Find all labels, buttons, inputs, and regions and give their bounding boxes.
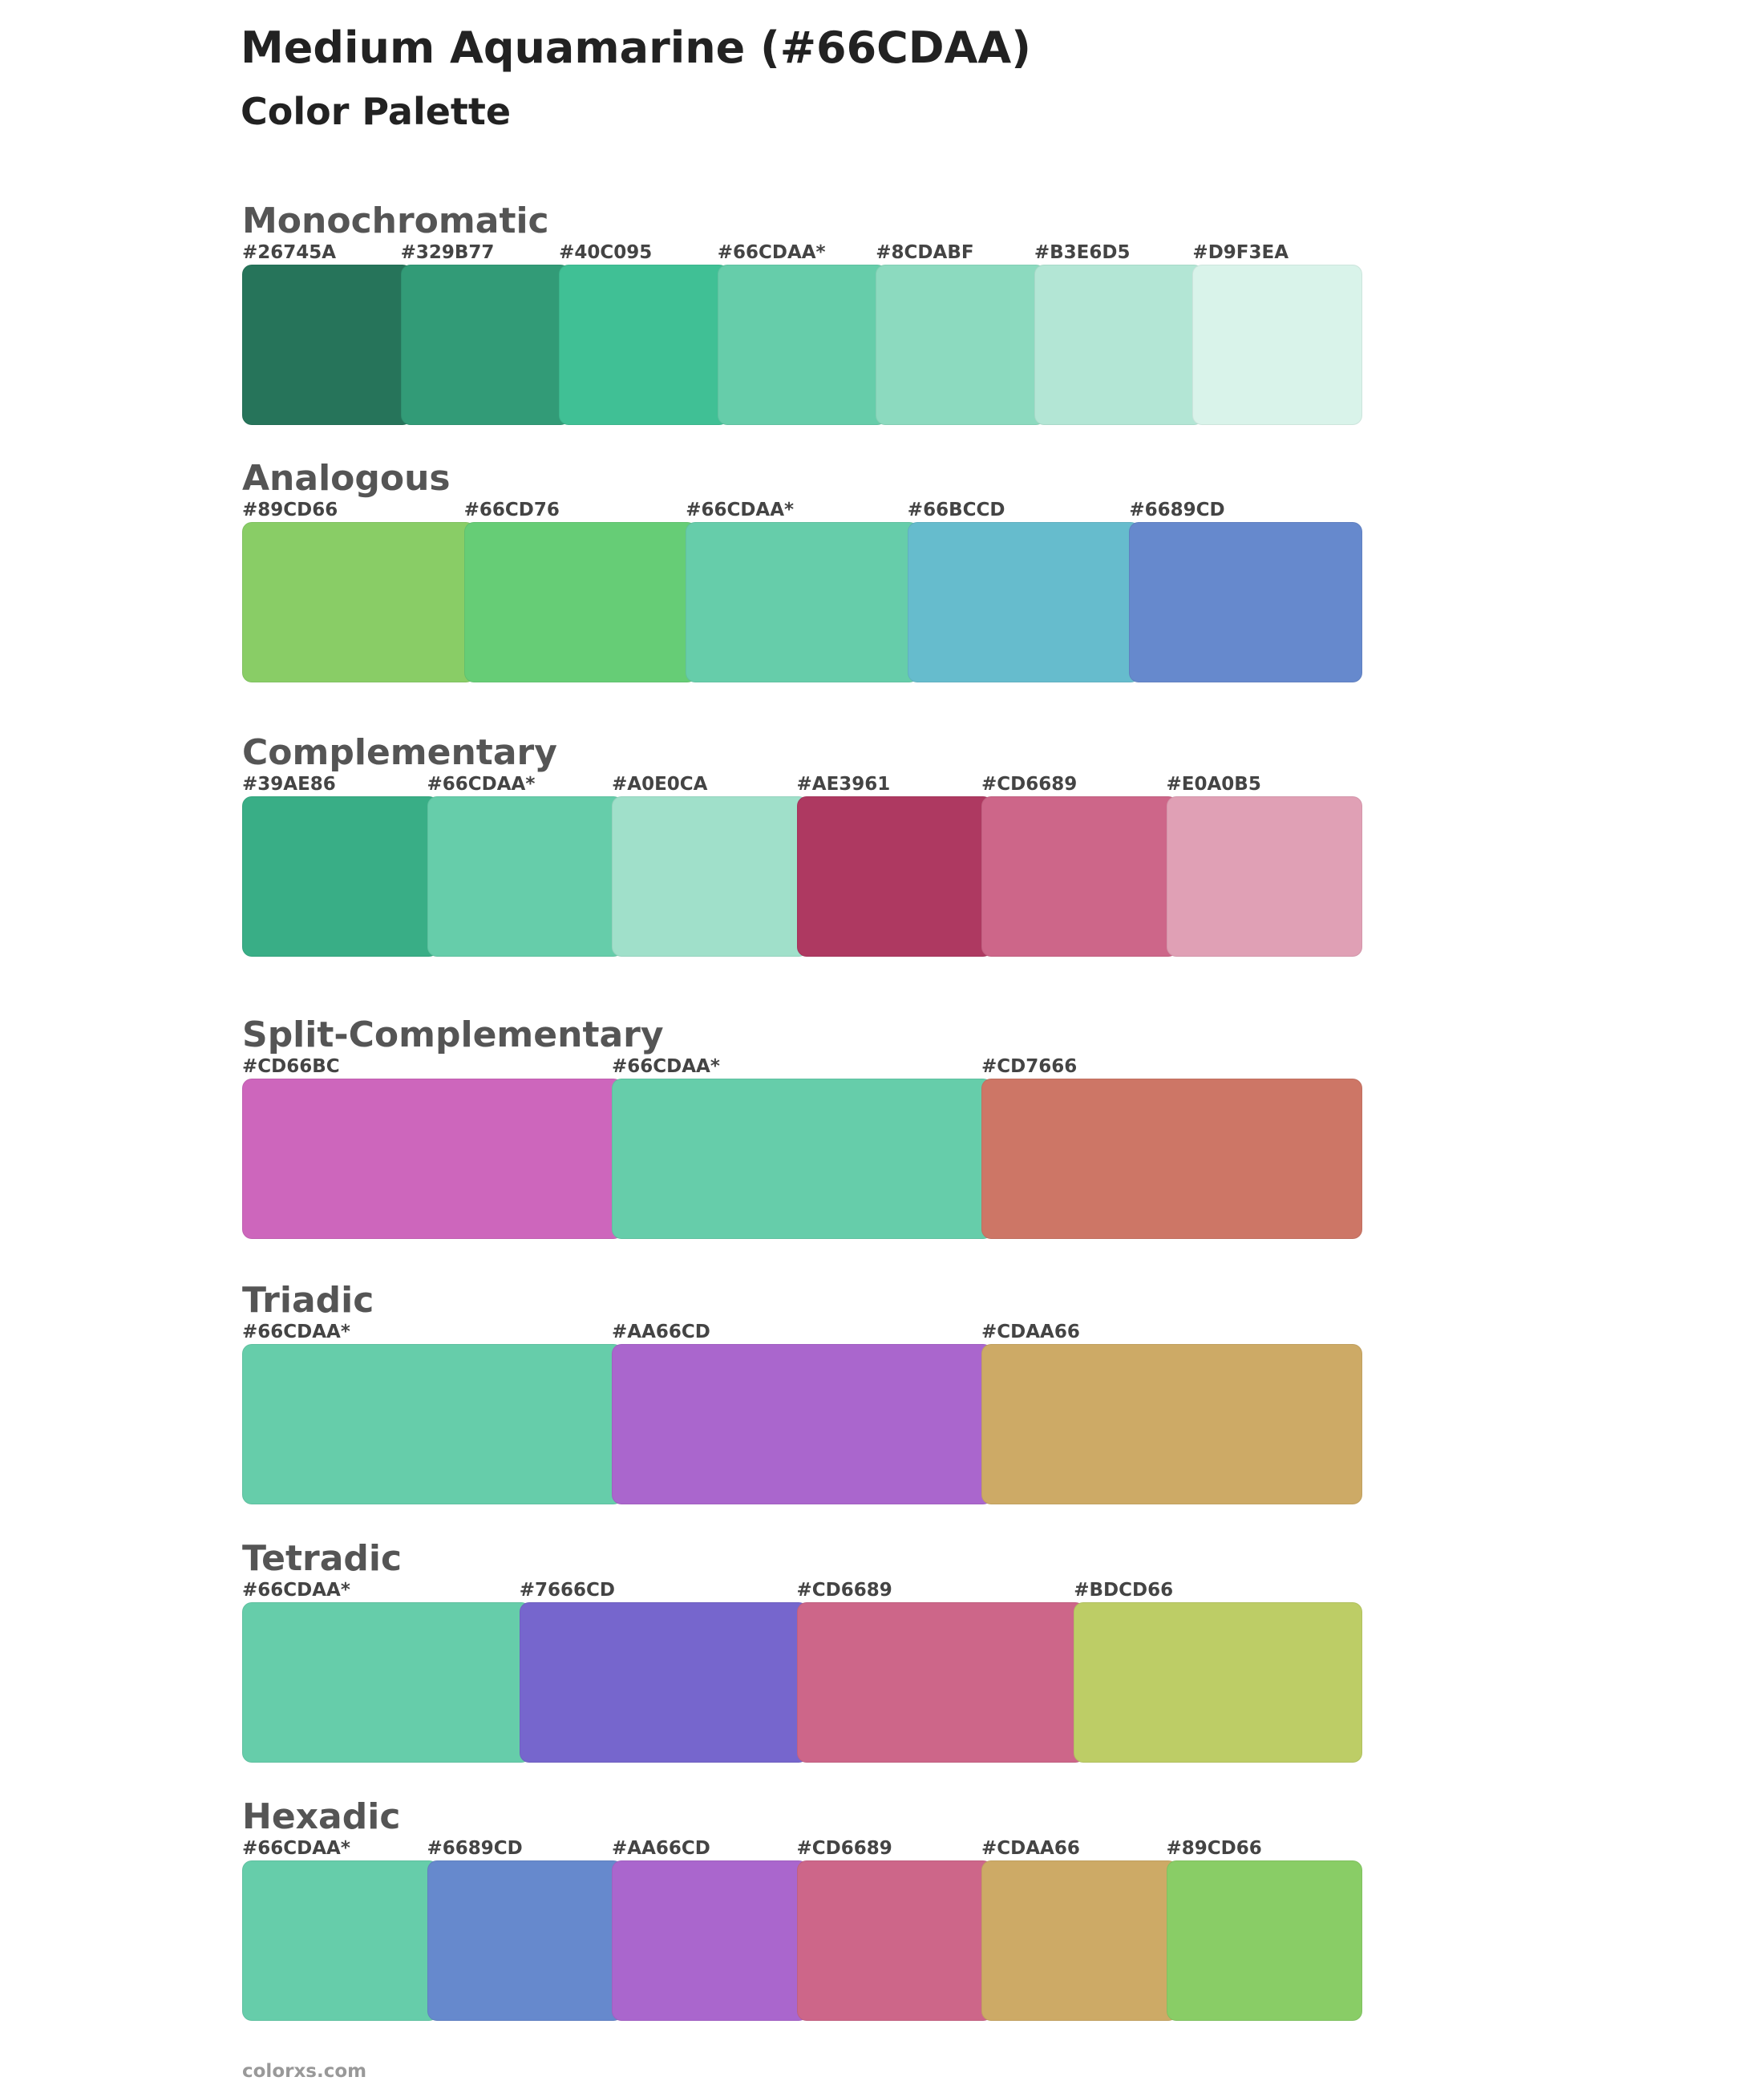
hex-label: #66CDAA* [427, 774, 536, 795]
hex-label: #39AE86 [242, 774, 336, 795]
color-swatch [796, 1860, 993, 2021]
color-swatch [519, 1602, 808, 1763]
hex-label: #66CDAA* [717, 242, 826, 263]
section-heading: Hexadic [242, 1796, 401, 1837]
hex-label: #AA66CD [612, 1322, 710, 1342]
hex-label: #40C095 [559, 242, 653, 263]
hex-label: #AA66CD [612, 1838, 710, 1859]
hex-label: #66CDAA* [612, 1056, 720, 1077]
color-swatch [463, 522, 698, 682]
hex-label: #A0E0CA [612, 774, 708, 795]
hex-label: #CDAA66 [981, 1322, 1080, 1342]
title: Medium Aquamarine (#66CDAA) [241, 22, 1031, 73]
color-swatch [796, 796, 993, 957]
hex-label: #CD6689 [796, 1580, 892, 1601]
hex-label: #CD66BC [242, 1056, 340, 1077]
section-heading: Split-Complementary [242, 1014, 664, 1055]
color-swatch [400, 265, 571, 425]
hex-label: #66CDAA* [242, 1322, 350, 1342]
color-swatch [612, 1079, 993, 1239]
hex-label: #AE3961 [796, 774, 891, 795]
hex-label: #BDCD66 [1074, 1580, 1174, 1601]
subtitle: Color Palette [241, 90, 512, 133]
hex-label: #CD6689 [796, 1838, 892, 1859]
color-swatch [242, 1860, 439, 2021]
color-swatch [242, 1344, 623, 1504]
hex-label: #66CDAA* [686, 500, 795, 520]
color-swatch [1166, 796, 1362, 957]
color-swatch [686, 522, 919, 682]
color-swatch [981, 1079, 1362, 1239]
color-swatch [242, 265, 412, 425]
hex-label: #66BCCD [907, 500, 1005, 520]
color-swatch [612, 1344, 993, 1504]
color-swatch [242, 1602, 531, 1763]
color-swatch [1129, 522, 1362, 682]
color-swatch [796, 1602, 1086, 1763]
hex-label: #6689CD [1129, 500, 1225, 520]
color-swatch [1074, 1602, 1362, 1763]
hex-label: #26745A [242, 242, 337, 263]
hex-label: #CD6689 [981, 774, 1078, 795]
hex-label: #66CDAA* [242, 1580, 350, 1601]
color-swatch [907, 522, 1141, 682]
hex-label: #8CDABF [876, 242, 974, 263]
color-swatch [876, 265, 1046, 425]
color-swatch [427, 1860, 623, 2021]
hex-label: #CDAA66 [981, 1838, 1080, 1859]
color-swatch [612, 796, 808, 957]
color-swatch [1192, 265, 1362, 425]
color-swatch [242, 1079, 623, 1239]
footer[interactable]: colorxs.com [242, 2061, 367, 2082]
hex-label: #329B77 [400, 242, 495, 263]
color-swatch [559, 265, 729, 425]
hex-label: #D9F3EA [1192, 242, 1289, 263]
section-heading: Analogous [242, 458, 451, 499]
color-swatch [981, 796, 1178, 957]
hex-label: #E0A0B5 [1166, 774, 1261, 795]
hex-label: #89CD66 [1166, 1838, 1262, 1859]
color-swatch [717, 265, 888, 425]
hex-label: #CD7666 [981, 1056, 1078, 1077]
color-swatch [427, 796, 623, 957]
hex-label: #66CD76 [463, 500, 560, 520]
hex-label: #7666CD [519, 1580, 616, 1601]
hex-label: #66CDAA* [242, 1838, 350, 1859]
hex-label: #89CD66 [242, 500, 338, 520]
color-swatch [612, 1860, 808, 2021]
color-swatch [242, 522, 475, 682]
section-heading: Tetradic [242, 1538, 403, 1579]
color-swatch [981, 1860, 1178, 2021]
section-heading: Triadic [242, 1280, 374, 1321]
color-swatch [242, 796, 439, 957]
hex-label: #6689CD [427, 1838, 523, 1859]
section-heading: Monochromatic [242, 200, 549, 241]
hex-label: #B3E6D5 [1034, 242, 1131, 263]
section-heading: Complementary [242, 732, 557, 773]
color-swatch [1166, 1860, 1362, 2021]
color-swatch [1034, 265, 1204, 425]
color-swatch [981, 1344, 1362, 1504]
